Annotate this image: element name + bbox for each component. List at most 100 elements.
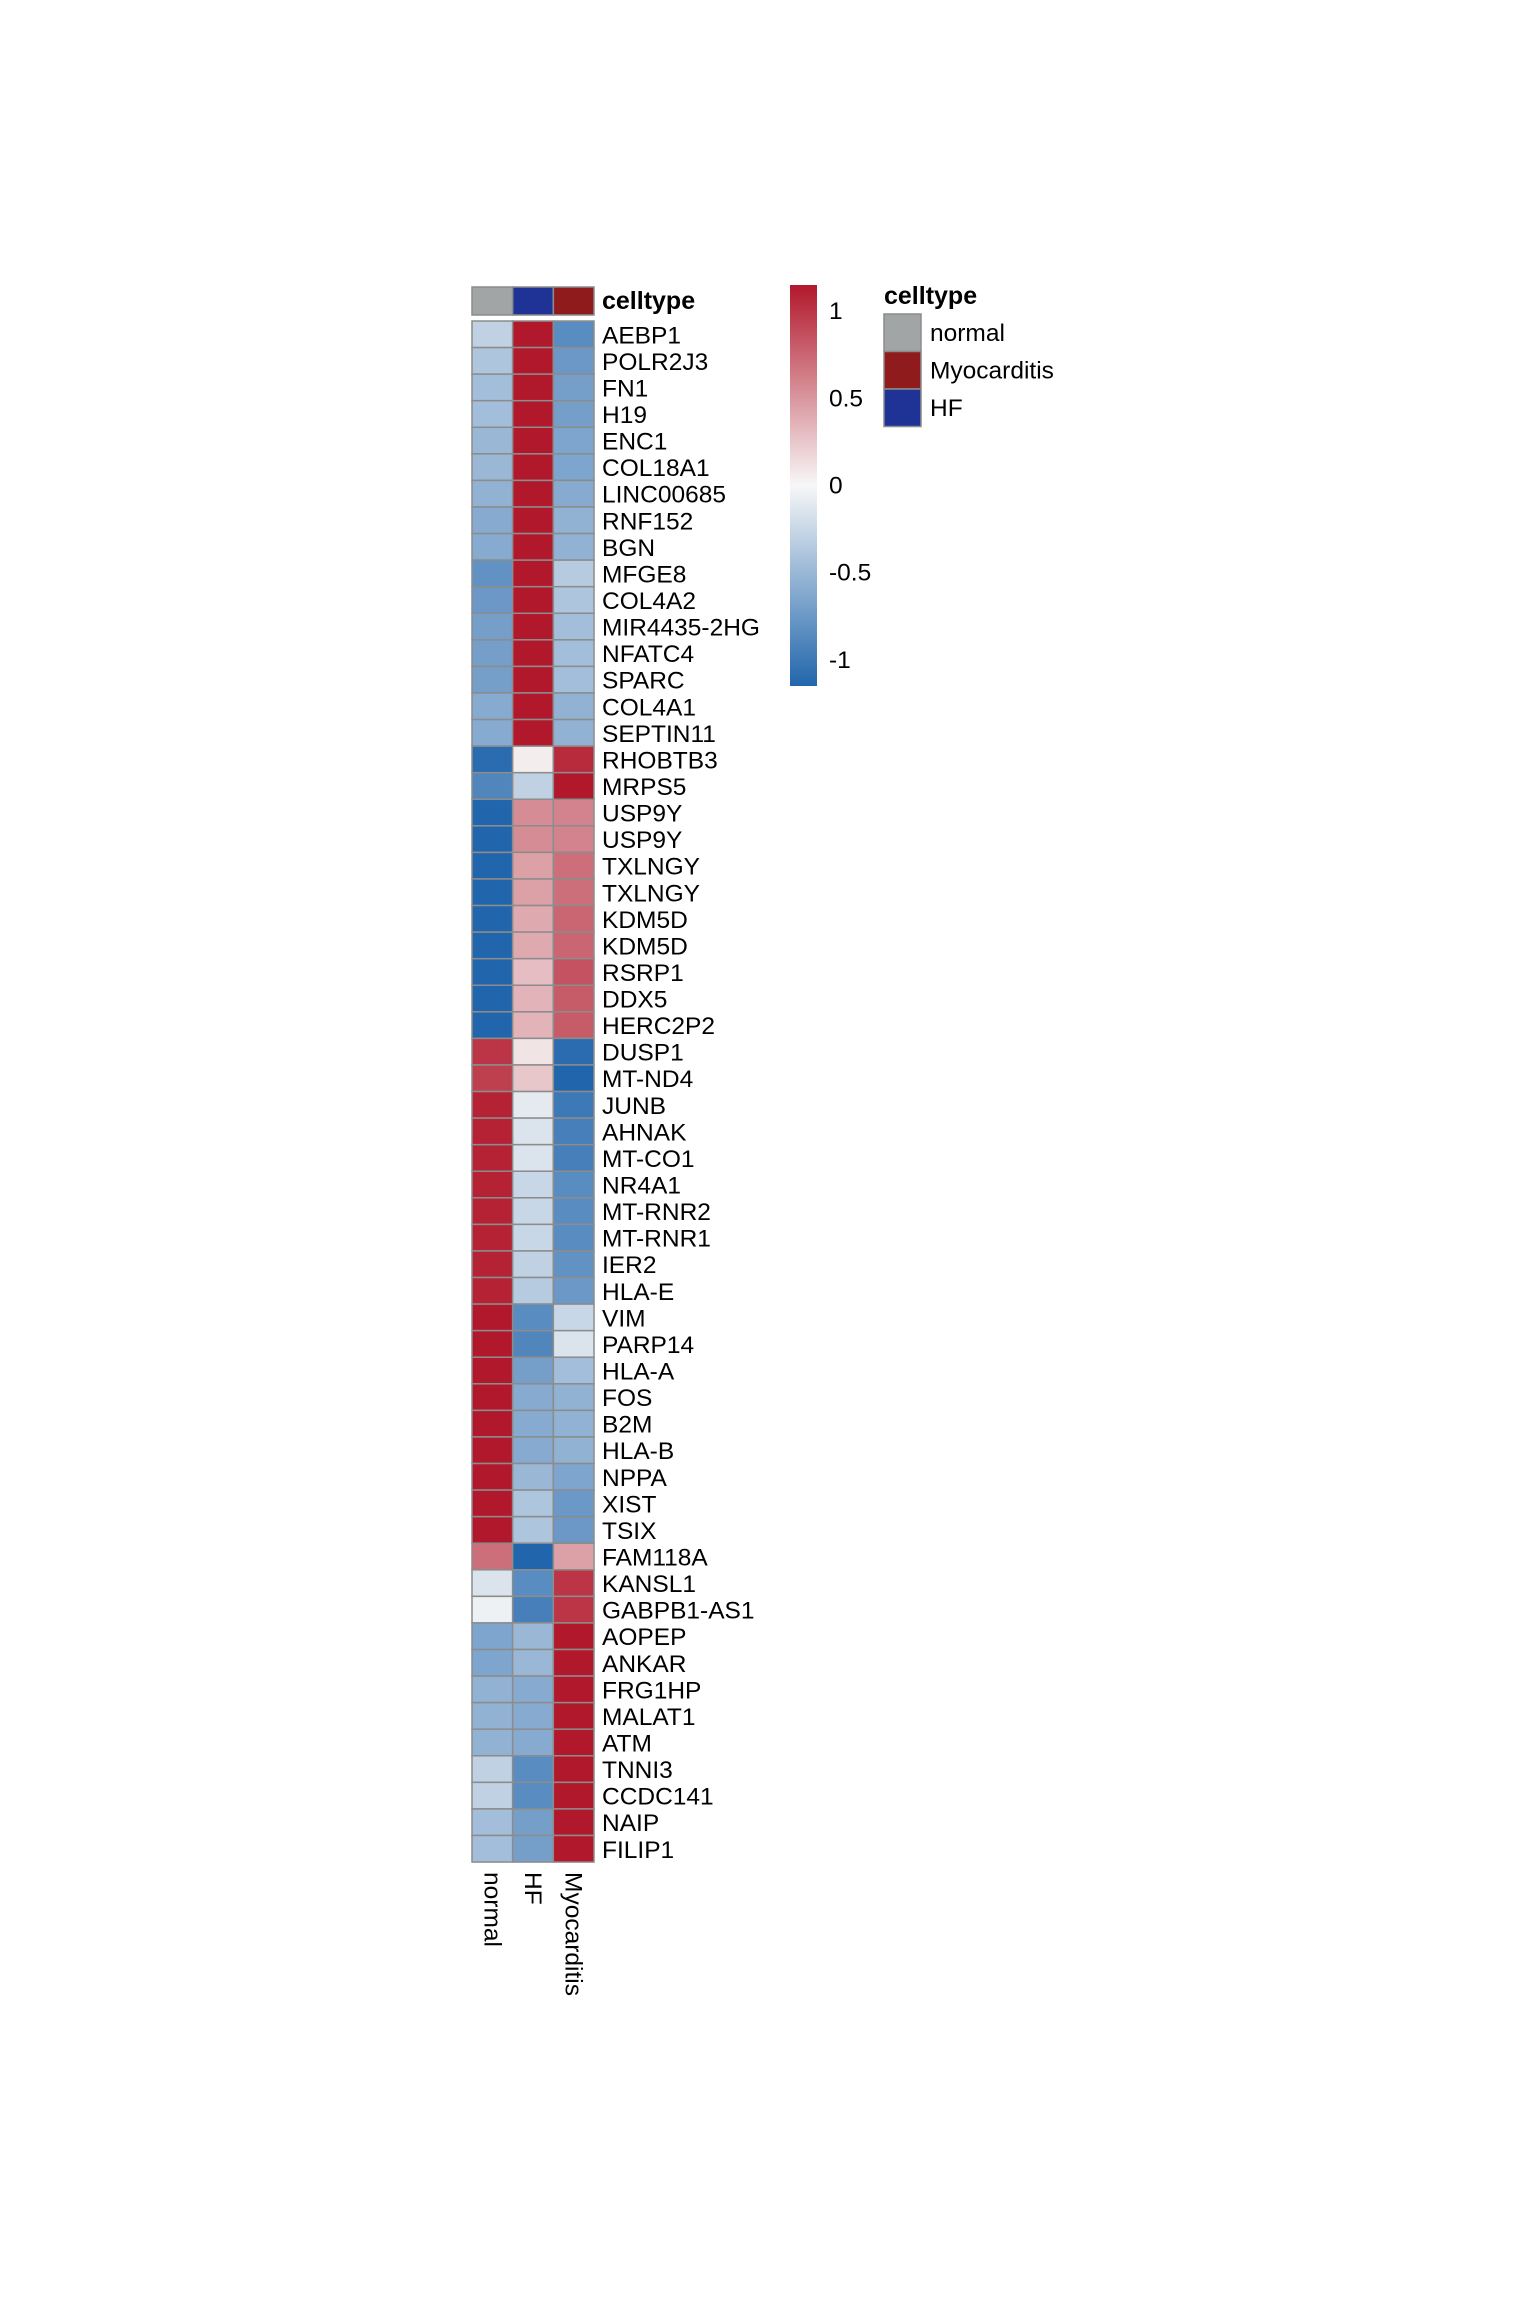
- heatmap-cell: [471, 851, 514, 880]
- heatmap-cell: [471, 506, 514, 535]
- heatmap-cell: [552, 771, 595, 801]
- heatmap-cell: [552, 1303, 595, 1332]
- heatmap-cell: [552, 1409, 595, 1438]
- legend-title: celltype: [884, 282, 977, 310]
- heatmap-cell: [552, 1515, 595, 1544]
- heatmap-cell: [552, 904, 595, 933]
- heatmap-cell: [552, 957, 595, 986]
- heatmap-cell: [552, 426, 595, 455]
- heatmap-cell: [511, 426, 555, 455]
- heatmap-cell: [511, 1037, 555, 1066]
- heatmap-cell: [471, 1409, 514, 1438]
- heatmap-cell: [511, 957, 555, 986]
- row-label: TNNI3: [602, 1757, 673, 1784]
- heatmap-cell: [552, 639, 595, 668]
- heatmap-cell: [471, 1728, 514, 1757]
- row-label: USP9Y: [602, 801, 682, 828]
- row-label: TSIX: [602, 1518, 656, 1545]
- heatmap-cell: [552, 851, 595, 880]
- heatmap-cell: [471, 1542, 514, 1571]
- heatmap-cell: [511, 373, 555, 402]
- row-label: SPARC: [602, 668, 685, 695]
- heatmap-cell: [471, 1197, 514, 1226]
- heatmap-cell: [552, 1276, 595, 1305]
- heatmap-cell: [511, 1170, 555, 1199]
- heatmap-cell: [511, 1489, 555, 1518]
- heatmap-cell: [471, 957, 514, 986]
- heatmap-cell: [511, 1409, 555, 1438]
- heatmap-cell: [471, 612, 514, 641]
- heatmap-cell: [471, 1622, 514, 1651]
- row-label: AEBP1: [602, 322, 681, 349]
- heatmap-cell: [552, 559, 595, 588]
- heatmap-cell: [511, 718, 555, 747]
- heatmap-cell: [471, 771, 514, 801]
- row-label: AOPEP: [602, 1624, 686, 1651]
- row-label: IER2: [602, 1252, 656, 1279]
- heatmap-cell: [511, 1808, 555, 1837]
- heatmap-cell: [511, 1197, 555, 1226]
- row-label: PARP14: [602, 1332, 694, 1359]
- heatmap-cell: [552, 320, 595, 349]
- heatmap-cell: [511, 453, 555, 482]
- row-label: POLR2J3: [602, 349, 708, 376]
- heatmap-cell: [552, 1648, 595, 1677]
- heatmap-cell: [552, 1436, 595, 1465]
- heatmap-cell: [511, 1143, 555, 1172]
- heatmap-cell: [471, 1648, 514, 1677]
- heatmap-cell: [511, 1276, 555, 1305]
- color-scale-tick-label: 1: [829, 298, 843, 325]
- heatmap-cell: [552, 1011, 595, 1040]
- heatmap-cell: [511, 931, 555, 960]
- heatmap-cell: [511, 1383, 555, 1412]
- heatmap-cell: [511, 1542, 555, 1571]
- row-label: FILIP1: [602, 1837, 674, 1864]
- row-label: RNF152: [602, 508, 693, 535]
- heatmap-cell: [511, 692, 555, 721]
- row-label: LINC00685: [602, 482, 726, 509]
- heatmap-cell: [511, 1356, 555, 1385]
- heatmap-cell: [511, 1648, 555, 1677]
- heatmap-cell: [471, 1462, 514, 1491]
- row-label: KDM5D: [602, 907, 688, 934]
- heatmap-cell: [471, 1675, 514, 1704]
- row-label: COL4A1: [602, 694, 696, 721]
- heatmap-cell: [511, 1675, 555, 1704]
- row-label: MT-RNR2: [602, 1199, 711, 1226]
- heatmap-cell: [471, 1515, 514, 1544]
- annotation-bar: celltype: [471, 286, 695, 316]
- heatmap-cell: [471, 745, 514, 774]
- heatmap-cell: [552, 1808, 595, 1837]
- heatmap-cell: [511, 1462, 555, 1491]
- heatmap-cell: [552, 346, 595, 375]
- heatmap-cell: [471, 1808, 514, 1837]
- row-label: MRPS5: [602, 774, 686, 801]
- row-label: B2M: [602, 1412, 652, 1439]
- heatmap-cell: [471, 479, 514, 508]
- row-label: ATM: [602, 1730, 652, 1757]
- row-label: FRG1HP: [602, 1677, 701, 1704]
- heatmap-cell: [471, 878, 514, 907]
- row-label: XIST: [602, 1491, 656, 1518]
- heatmap-cell: [511, 984, 555, 1013]
- heatmap-cell: [552, 878, 595, 907]
- row-label: COL18A1: [602, 455, 710, 482]
- annotation-cell-myocarditis: [552, 286, 595, 316]
- row-label: FN1: [602, 375, 648, 402]
- heatmap-cell: [471, 692, 514, 721]
- heatmap-cell: [471, 1011, 514, 1040]
- heatmap-cell: [471, 1329, 514, 1358]
- row-label: JUNB: [602, 1093, 666, 1120]
- heatmap-cell: [552, 1675, 595, 1704]
- legend-swatch-myocarditis: [883, 350, 922, 390]
- heatmap-cell: [511, 1834, 555, 1863]
- heatmap-cell: [511, 585, 555, 615]
- heatmap-cell: [552, 453, 595, 482]
- heatmap-cell: [511, 1011, 555, 1040]
- heatmap-cell: [471, 585, 514, 615]
- heatmap-cell: [552, 532, 595, 561]
- heatmap-cell: [552, 1117, 595, 1146]
- row-label: AHNAK: [602, 1119, 687, 1146]
- heatmap-cell: [471, 346, 514, 375]
